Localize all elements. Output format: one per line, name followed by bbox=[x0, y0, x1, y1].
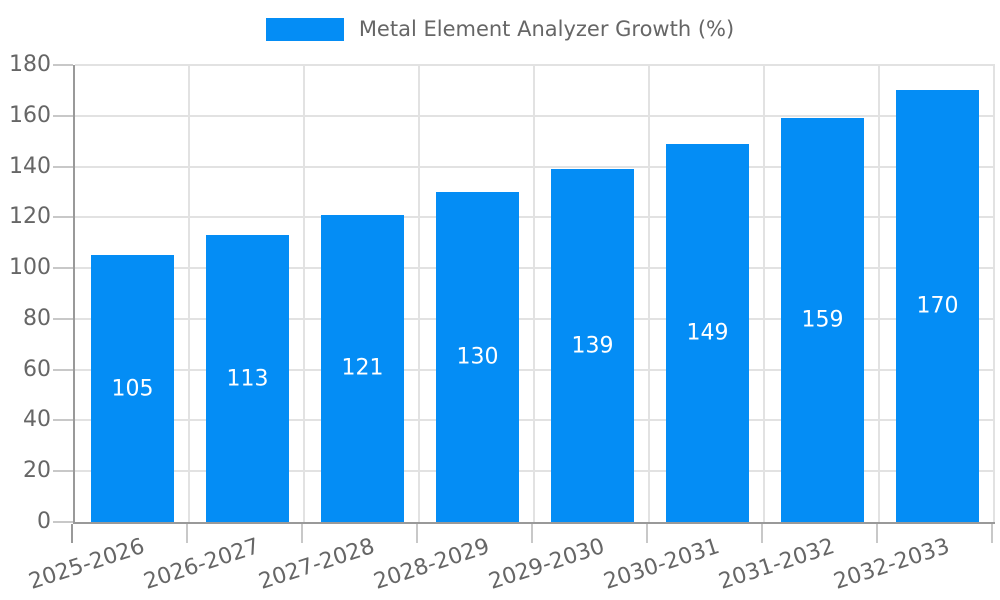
y-grid-line bbox=[75, 114, 995, 117]
bar-value-label: 113 bbox=[226, 366, 269, 392]
y-tick-mark bbox=[53, 521, 73, 523]
bar[interactable]: 130 bbox=[436, 191, 519, 522]
x-tick-label: 2029-2030 bbox=[485, 534, 608, 595]
y-tick-label: 60 bbox=[23, 356, 51, 382]
x-tick-mark bbox=[531, 524, 533, 543]
y-tick-label: 160 bbox=[9, 102, 51, 128]
bar-value-label: 159 bbox=[801, 307, 844, 333]
bar[interactable]: 159 bbox=[781, 118, 864, 522]
y-grid-line bbox=[75, 317, 995, 320]
x-grid-line bbox=[303, 65, 305, 522]
y-grid-line bbox=[75, 470, 995, 473]
y-tick-label: 0 bbox=[37, 509, 51, 534]
y-tick-label: 20 bbox=[23, 458, 51, 484]
x-tick-label: 2027-2028 bbox=[255, 534, 378, 595]
x-tick-mark bbox=[991, 524, 993, 543]
x-tick-mark bbox=[416, 524, 418, 543]
x-tick-mark bbox=[646, 524, 648, 543]
y-tick-mark bbox=[53, 470, 73, 473]
bar-value-label: 170 bbox=[916, 293, 959, 319]
x-tick-mark bbox=[186, 524, 188, 543]
y-tick-mark bbox=[53, 216, 73, 219]
y-tick-label: 120 bbox=[9, 204, 51, 230]
bar[interactable]: 170 bbox=[896, 90, 979, 522]
bar[interactable]: 105 bbox=[91, 255, 174, 522]
x-grid-line bbox=[993, 65, 995, 522]
plot-area: 105 113 121 130 139 149 159 170 bbox=[73, 64, 995, 524]
y-tick-label: 140 bbox=[9, 153, 51, 179]
x-tick-mark bbox=[761, 524, 763, 543]
bar-value-label: 130 bbox=[456, 344, 499, 370]
y-tick-label: 100 bbox=[9, 255, 51, 281]
y-tick-mark bbox=[53, 165, 73, 168]
y-grid-line bbox=[75, 267, 995, 270]
x-tick-mark bbox=[876, 524, 878, 543]
y-grid-line bbox=[75, 368, 995, 371]
y-tick-label: 180 bbox=[9, 52, 51, 77]
x-tick-label: 2028-2029 bbox=[370, 534, 493, 595]
x-tick-label: 2030-2031 bbox=[600, 534, 723, 595]
y-tick-mark bbox=[53, 64, 73, 66]
bar[interactable]: 139 bbox=[551, 169, 634, 522]
y-grid-line bbox=[75, 216, 995, 219]
bar[interactable]: 113 bbox=[206, 235, 289, 522]
legend[interactable]: Metal Element Analyzer Growth (%) bbox=[0, 17, 1000, 41]
x-grid-line bbox=[763, 65, 765, 522]
x-grid-line bbox=[878, 65, 880, 522]
x-tick-label: 2032-2033 bbox=[830, 534, 953, 595]
bar-value-label: 105 bbox=[111, 376, 154, 402]
y-tick-mark bbox=[53, 419, 73, 422]
x-tick-mark bbox=[301, 524, 303, 543]
x-tick-label: 2026-2027 bbox=[140, 534, 263, 595]
legend-label: Metal Element Analyzer Growth (%) bbox=[358, 17, 735, 41]
y-tick-mark bbox=[53, 114, 73, 117]
x-grid-line bbox=[533, 65, 535, 522]
bar-value-label: 149 bbox=[686, 320, 729, 346]
bar[interactable]: 149 bbox=[666, 143, 749, 522]
y-tick-mark bbox=[53, 368, 73, 371]
x-grid-line bbox=[188, 65, 190, 522]
y-grid-line bbox=[75, 165, 995, 168]
y-tick-mark bbox=[53, 267, 73, 270]
x-grid-line bbox=[418, 65, 420, 522]
bar-value-label: 121 bbox=[341, 355, 384, 381]
y-tick-label: 40 bbox=[23, 407, 51, 433]
y-tick-mark bbox=[53, 317, 73, 320]
y-grid-line bbox=[75, 419, 995, 422]
x-tick-mark bbox=[71, 524, 73, 543]
x-grid-line bbox=[648, 65, 650, 522]
x-tick-label: 2025-2026 bbox=[25, 534, 148, 595]
y-grid-line bbox=[75, 64, 995, 66]
x-tick-label: 2031-2032 bbox=[715, 534, 838, 595]
y-tick-label: 80 bbox=[23, 305, 51, 331]
bar-value-label: 139 bbox=[571, 333, 614, 359]
legend-swatch-icon bbox=[265, 17, 344, 41]
bar[interactable]: 121 bbox=[321, 214, 404, 522]
